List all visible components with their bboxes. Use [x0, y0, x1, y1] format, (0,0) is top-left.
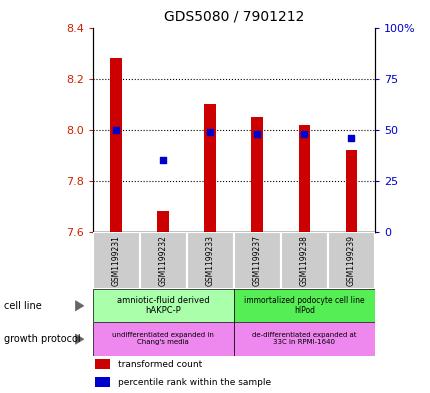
- Point: [347, 135, 354, 141]
- Bar: [95, 359, 109, 369]
- Text: amniotic-fluid derived
hAKPC-P: amniotic-fluid derived hAKPC-P: [117, 296, 209, 315]
- Text: GSM1199237: GSM1199237: [252, 235, 261, 286]
- Text: cell line: cell line: [4, 301, 42, 311]
- Bar: [280, 232, 327, 289]
- Bar: [139, 232, 186, 289]
- Bar: [157, 211, 169, 232]
- Text: GSM1199231: GSM1199231: [111, 235, 120, 286]
- Bar: [233, 289, 374, 322]
- Bar: [233, 322, 374, 356]
- Text: de-differentiated expanded at
33C in RPMI-1640: de-differentiated expanded at 33C in RPM…: [252, 332, 356, 345]
- Text: GSM1199232: GSM1199232: [158, 235, 167, 286]
- Text: GSM1199239: GSM1199239: [346, 235, 355, 286]
- Bar: [110, 58, 122, 232]
- Bar: [345, 150, 356, 232]
- Bar: [233, 232, 280, 289]
- Point: [300, 130, 307, 137]
- Bar: [186, 232, 233, 289]
- Text: percentile rank within the sample: percentile rank within the sample: [118, 378, 270, 387]
- Text: transformed count: transformed count: [118, 360, 202, 369]
- Title: GDS5080 / 7901212: GDS5080 / 7901212: [163, 9, 303, 24]
- Text: undifferentiated expanded in
Chang's media: undifferentiated expanded in Chang's med…: [112, 332, 214, 345]
- Point: [253, 130, 260, 137]
- Bar: [251, 117, 263, 232]
- Bar: [298, 125, 310, 232]
- Point: [206, 129, 213, 135]
- Text: GSM1199233: GSM1199233: [205, 235, 214, 286]
- Point: [113, 127, 120, 133]
- Bar: [92, 289, 233, 322]
- Point: [160, 157, 166, 163]
- Bar: [204, 104, 216, 232]
- Bar: [95, 377, 109, 387]
- Text: growth protocol: growth protocol: [4, 334, 81, 344]
- Bar: [92, 322, 233, 356]
- Bar: [327, 232, 374, 289]
- Text: GSM1199238: GSM1199238: [299, 235, 308, 286]
- Text: immortalized podocyte cell line
hIPod: immortalized podocyte cell line hIPod: [243, 296, 364, 315]
- Bar: [92, 232, 139, 289]
